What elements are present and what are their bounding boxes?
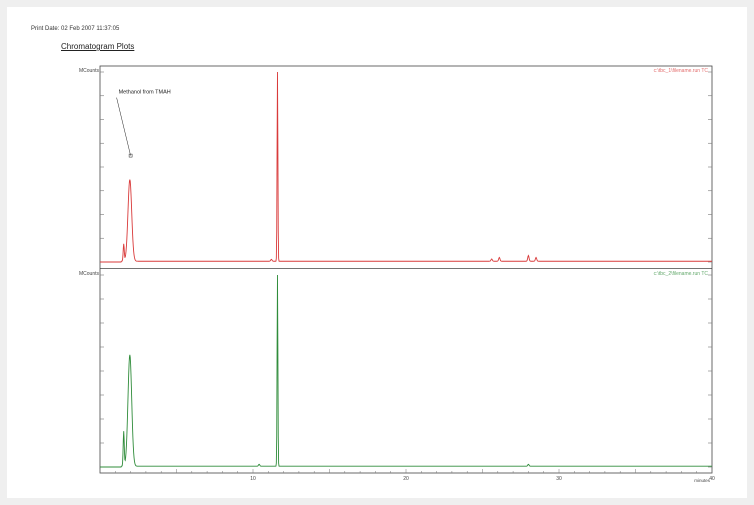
trace-line (100, 274, 712, 468)
trace-label: c:\tbc_1\filename.run TC (654, 68, 709, 74)
chart-frame (99, 65, 713, 474)
trace-label: c:\tbc_2\filename.run TC (654, 271, 709, 277)
x-tick-label: 10 (250, 476, 256, 482)
x-unit-label: minutes (694, 478, 711, 483)
x-tick-label: 20 (403, 476, 409, 482)
x-tick-label: 30 (556, 476, 562, 482)
y-unit-label: MCounts (79, 271, 100, 277)
annotation-leader (116, 97, 131, 156)
report-title: Chromatogram Plots (61, 42, 135, 51)
y-unit-label: MCounts (79, 68, 100, 74)
print-date: Print Date: 02 Feb 2007 11:37:05 (31, 26, 120, 32)
trace-line (100, 71, 712, 263)
annotation-text: Methanol from TMAH (119, 90, 171, 96)
x-tick-label: 40 (709, 476, 715, 482)
report-sheet (7, 7, 747, 498)
